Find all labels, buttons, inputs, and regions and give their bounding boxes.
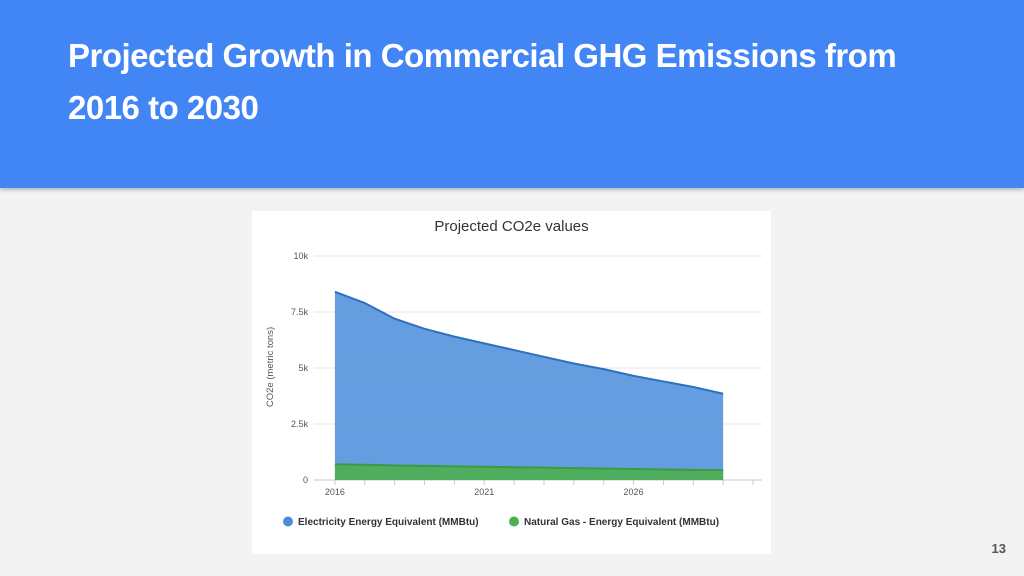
y-tick-label: 10k	[293, 251, 308, 261]
legend: Electricity Energy Equivalent (MMBtu) Nat…	[283, 516, 719, 528]
chart-title: Projected CO2e values	[434, 218, 588, 235]
legend-label: Natural Gas - Energy Equivalent (MMBtu)	[524, 517, 719, 528]
area-chart: Projected CO2e values 0 2.5k 5k 7.5k 10k 2016…	[265, 218, 762, 528]
series-line-natural-gas	[334, 463, 724, 472]
x-tick-label: 2021	[474, 487, 494, 497]
y-tick-label: 7.5k	[291, 307, 309, 317]
legend-marker	[283, 516, 293, 527]
x-tick-label: 2026	[624, 487, 644, 497]
header-bar: Projected Growth in Commercial GHG Emiss…	[0, 0, 1024, 188]
x-tick-label: 2016	[325, 487, 345, 497]
axes: 0 2.5k 5k 7.5k 10k 2016 2021 2026	[291, 251, 754, 497]
y-tick-label: 0	[303, 475, 308, 485]
slide-title: Projected Growth in Commercial GHG Emiss…	[68, 37, 897, 126]
legend-marker	[509, 516, 519, 527]
series-line-electricity	[334, 290, 724, 395]
series-area-electricity	[334, 291, 724, 480]
y-tick-label: 2.5k	[291, 419, 309, 429]
page-number: 13	[991, 541, 1006, 556]
series-areas	[334, 290, 724, 480]
chart-card: Projected CO2e values 0 2.5k 5k 7.5k 10k 2016…	[252, 211, 771, 554]
legend-label: Electricity Energy Equivalent (MMBtu)	[298, 517, 479, 528]
y-axis-title: CO2e (metric tons)	[265, 327, 276, 407]
series-area-natural-gas	[334, 464, 724, 480]
y-tick-label: 5k	[298, 363, 308, 373]
